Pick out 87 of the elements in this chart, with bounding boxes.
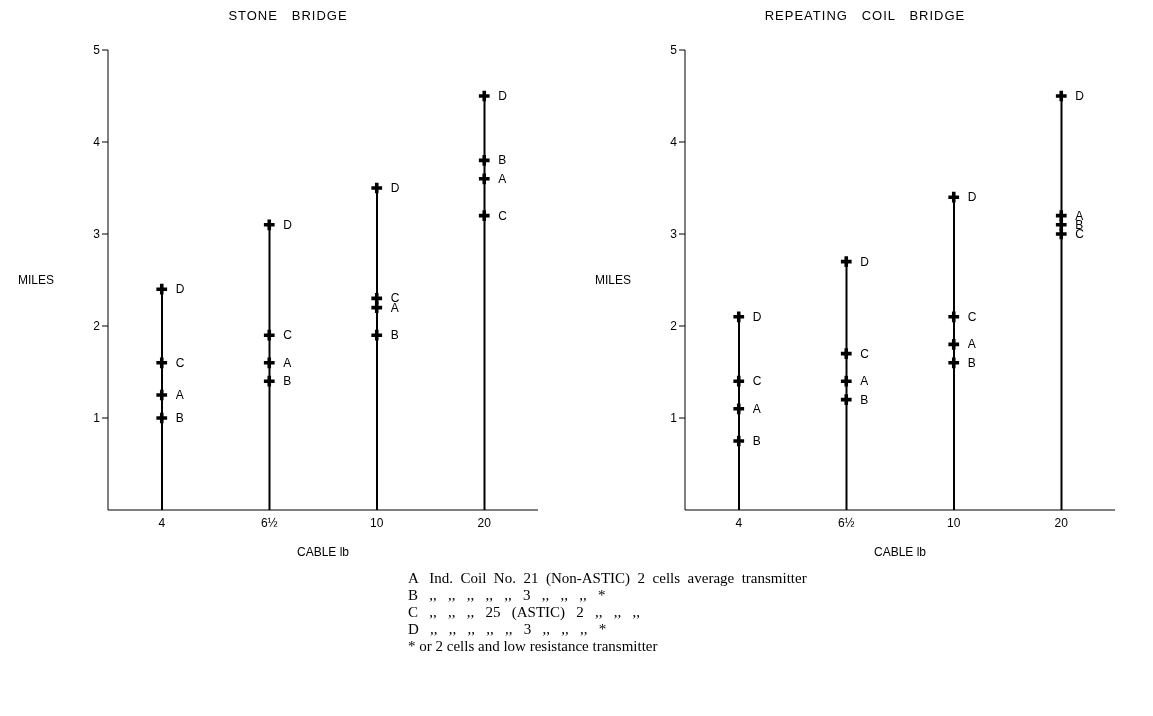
text: B ,, ,, ,, ,, ,, 3 ,, ,, ,, *	[408, 587, 607, 604]
x-axis-title: CABLE lb	[873, 545, 927, 559]
text: A	[498, 171, 507, 186]
point	[156, 389, 168, 401]
text: D	[498, 89, 507, 103]
point	[733, 375, 745, 387]
point	[263, 357, 275, 369]
text: A	[860, 374, 869, 389]
series-label: A	[752, 401, 761, 416]
point	[371, 329, 383, 341]
text: B	[967, 355, 976, 370]
text: A Ind. Coil No. 21 (Non-ASTIC) 2 cells average transmitter	[408, 570, 808, 587]
point	[733, 311, 745, 323]
text: B	[283, 374, 292, 389]
series-label: B	[175, 411, 184, 425]
y-tick-label: 5	[670, 43, 678, 58]
text: B	[390, 328, 399, 343]
point	[840, 348, 852, 359]
text: D	[390, 181, 400, 195]
y-tick-label: 3	[670, 227, 678, 242]
series-label: D	[175, 282, 185, 297]
series-label: A	[175, 388, 184, 402]
point	[948, 191, 960, 203]
x-tick-label: 4	[158, 515, 166, 530]
y-axis-title: MILES	[595, 273, 632, 288]
y-tick-label: 4	[670, 135, 678, 150]
text: D	[283, 217, 292, 232]
point	[478, 210, 490, 221]
point	[840, 375, 852, 387]
point	[840, 394, 852, 405]
y-axis-title: MILES	[18, 273, 55, 288]
text: C	[1075, 227, 1084, 241]
point	[263, 219, 275, 231]
y-tick-label: 1	[93, 411, 101, 426]
text: B	[860, 392, 869, 407]
point	[478, 173, 490, 185]
text: C	[860, 346, 869, 361]
point	[1055, 90, 1067, 102]
text: A	[967, 337, 976, 352]
point	[371, 293, 383, 304]
point	[733, 435, 745, 447]
text: C	[283, 328, 292, 343]
x-tick-label: 20	[477, 515, 492, 530]
text: D ,, ,, ,, ,, ,, 3 ,, ,, ,, *	[408, 621, 608, 638]
text: * or 2 cells and low resistance transmitter	[408, 638, 659, 655]
text: D	[860, 254, 869, 269]
series-label: C	[175, 355, 185, 370]
point	[156, 283, 168, 295]
point	[840, 256, 852, 267]
point	[948, 357, 960, 369]
text: D	[1075, 89, 1084, 103]
chart-title: REPEATING COIL BRIDGE	[763, 8, 967, 25]
y-tick-label: 1	[670, 411, 678, 426]
y-tick-label: 4	[93, 135, 101, 150]
point	[733, 403, 745, 415]
point	[263, 329, 275, 341]
x-tick-label: 6½	[260, 515, 278, 530]
point	[478, 90, 490, 102]
point	[1055, 219, 1067, 231]
x-tick-label: 10	[370, 515, 384, 530]
y-tick-label: 3	[93, 227, 101, 242]
x-axis-title: CABLE lb	[296, 545, 350, 559]
x-tick-label: 4	[735, 515, 743, 530]
x-tick-label: 10	[947, 515, 961, 530]
y-tick-label: 2	[670, 319, 678, 334]
x-tick-label: 20	[1054, 515, 1069, 530]
point	[948, 339, 960, 350]
point	[156, 412, 168, 424]
y-tick-label: 5	[93, 43, 101, 58]
point	[371, 182, 383, 194]
text: C ,, ,, ,, 25 (ASTIC) 2 ,, ,, ,,	[408, 604, 642, 621]
series-label: C	[752, 374, 762, 389]
text: C	[498, 208, 507, 223]
series-label: D	[752, 309, 762, 324]
point	[948, 311, 960, 323]
point	[156, 357, 168, 369]
text: A	[283, 355, 292, 370]
series-label: B	[752, 434, 761, 448]
point	[263, 375, 275, 387]
point	[1055, 228, 1067, 240]
point	[478, 155, 490, 166]
y-tick-label: 2	[93, 319, 101, 334]
chart-title: STONE BRIDGE	[227, 8, 349, 25]
text: B	[498, 153, 507, 168]
text: C	[967, 309, 977, 324]
text: D	[967, 190, 977, 205]
x-tick-label: 6½	[837, 515, 855, 530]
